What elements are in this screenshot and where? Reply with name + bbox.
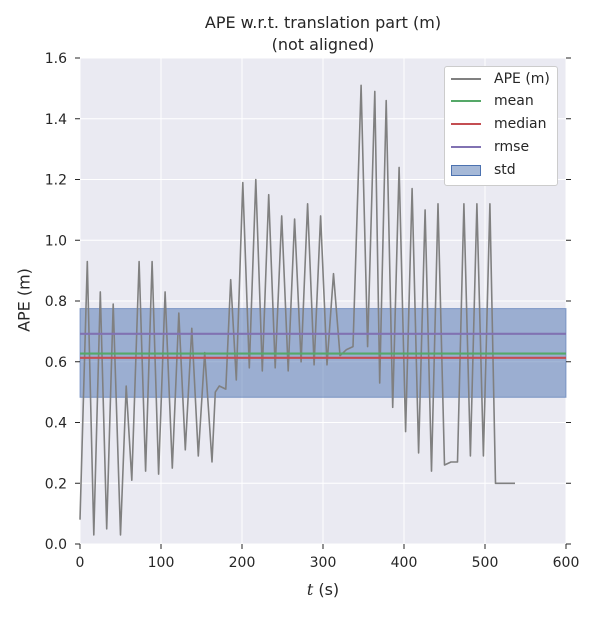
y-tick-label: 1.2 [45,173,67,189]
y-tick-label: 1.4 [45,112,67,128]
x-tick-label: 400 [391,555,418,571]
legend-swatch-std [451,164,481,176]
x-tick-label: 600 [553,555,580,571]
legend-swatch-rmse [451,146,481,148]
legend-label-ape: APE (m) [494,71,550,87]
y-tick-label: 0.0 [45,537,67,553]
legend-item-std: std [451,160,516,180]
y-tick-label: 1.6 [45,51,67,67]
x-axis-unit: (s) [318,580,340,599]
y-tick-label: 1.0 [45,233,67,249]
legend-swatch-ape [451,78,481,80]
x-tick-label: 0 [76,555,85,571]
x-tick-label: 300 [310,555,337,571]
legend-label-median: median [494,116,547,132]
x-axis-variable: t [306,580,314,599]
x-axis-label: t (s) [307,580,339,599]
legend-label-std: std [494,162,516,178]
y-tick-label: 0.6 [45,355,67,371]
legend-item-rmse: rmse [451,137,529,157]
legend-label-rmse: rmse [494,139,530,155]
y-tick-label: 0.8 [45,294,67,310]
x-tick-label: 100 [148,555,175,571]
x-tick-label: 200 [229,555,256,571]
x-tick-label: 500 [472,555,499,571]
y-tick-label: 0.2 [45,476,67,492]
y-tick-label: 0.4 [45,416,67,432]
legend-item-mean: mean [451,91,534,111]
ape-series-line [79,84,515,536]
legend-label-mean: mean [494,93,534,109]
chart-title: APE w.r.t. translation part (m) [204,13,442,32]
legend-item-median: median [451,114,546,134]
legend-item-ape: APE (m) [451,69,550,89]
legend-swatch-mean [451,100,481,102]
legend: APE (m) mean median rmse std [444,66,558,186]
legend-swatch-median [451,123,481,125]
y-axis-label: APE (m) [14,268,34,332]
chart-subtitle: (not aligned) [271,35,375,54]
